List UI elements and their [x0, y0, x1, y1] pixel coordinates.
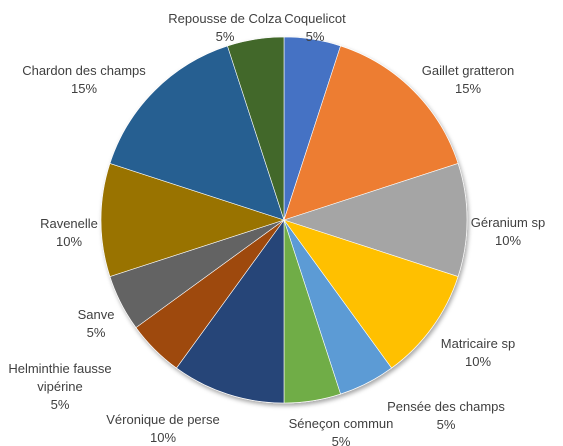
data-label-senecon-commun: Séneçon commun 5%: [289, 416, 394, 446]
slice-geranium-sp: [283, 163, 468, 277]
slice-gaillet-gratteron: [283, 45, 459, 221]
data-label-geranium-sp: Géranium sp 10%: [471, 215, 545, 248]
pie-labels: Coquelicot 5% Gaillet gratteron 15% Géranium…: [8, 11, 545, 446]
data-label-sanve: Sanve 5%: [78, 307, 115, 340]
slice-matricaire-sp: [283, 219, 459, 369]
slice-repousse-de-colza: [227, 36, 285, 221]
data-label-repousse-de-colza: Repousse de Colza 5%: [168, 11, 282, 44]
data-label-matricaire-sp: Matricaire sp 10%: [441, 336, 515, 369]
pie-slices: [100, 36, 468, 404]
data-label-pensee-des-champs: Pensée des champs 5%: [387, 399, 505, 432]
slice-veronique-de-perse: [176, 219, 285, 404]
data-label-ravenelle: Ravenelle 10%: [40, 216, 98, 249]
data-label-gaillet-gratteron: Gaillet gratteron 15%: [422, 63, 515, 96]
data-label-coquelicot: Coquelicot 5%: [284, 11, 346, 44]
data-label-veronique-de-perse: Véronique de perse 10%: [106, 412, 219, 445]
data-label-helminthie-fausse-viperine: Helminthie fausse vipérine 5%: [8, 361, 111, 412]
slice-chardon-des-champs: [109, 45, 285, 221]
data-label-chardon-des-champs: Chardon des champs 15%: [22, 63, 146, 96]
slice-ravenelle: [100, 163, 285, 277]
